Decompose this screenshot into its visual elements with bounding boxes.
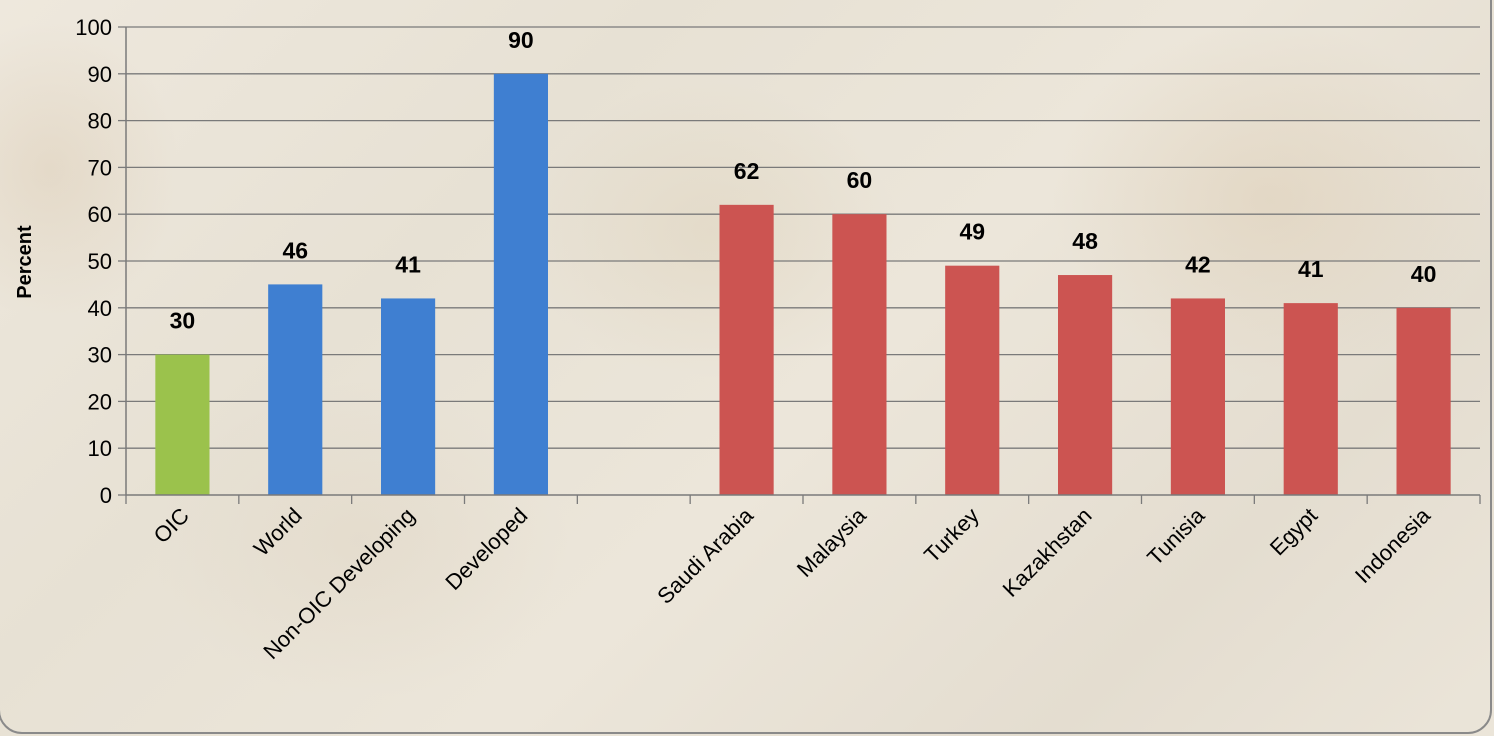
y-axis-title: Percent — [14, 225, 36, 299]
bar-oic — [155, 354, 210, 495]
data-label: 46 — [282, 237, 308, 263]
x-category-label: Kazakhstan — [998, 503, 1097, 602]
data-label: 49 — [959, 219, 985, 245]
data-label: 41 — [1298, 256, 1324, 282]
y-tick-label: 100 — [75, 15, 112, 40]
bar-malaysia — [832, 214, 887, 495]
y-tick-label: 10 — [88, 436, 112, 461]
data-label: 30 — [170, 308, 196, 334]
y-tick-label: 40 — [88, 296, 112, 321]
data-labels: 30 46 41 90 62 60 49 48 42 41 40 — [170, 27, 1437, 334]
y-tick-label: 50 — [88, 249, 112, 274]
data-label: 41 — [395, 251, 421, 277]
y-tick-label: 80 — [88, 109, 112, 134]
x-category-label: Malaysia — [792, 502, 872, 582]
x-category-label: Tunisia — [1142, 502, 1210, 570]
data-label: 40 — [1411, 261, 1437, 287]
y-tick-label: 0 — [100, 483, 112, 508]
bar-turkey — [945, 265, 1000, 495]
bar-tunisia — [1170, 298, 1225, 495]
data-label: 60 — [847, 167, 873, 193]
bar-kazakhstan — [1058, 275, 1113, 495]
bar-saudi-arabia — [719, 204, 774, 495]
y-tick-label: 90 — [88, 62, 112, 87]
data-label: 42 — [1185, 251, 1211, 277]
x-category-label: OIC — [149, 503, 194, 548]
y-tick-labels: 0 10 20 30 40 50 60 70 80 90 100 — [75, 15, 112, 508]
x-category-label: Turkey — [919, 503, 984, 568]
bar-indonesia — [1396, 307, 1451, 495]
y-tick-label: 60 — [88, 202, 112, 227]
bar-egypt — [1283, 303, 1338, 495]
bar-non-oic-developing — [381, 298, 436, 495]
y-tick-label: 30 — [88, 343, 112, 368]
y-tick-label: 20 — [88, 389, 112, 414]
bar-world — [268, 284, 323, 495]
gridlines — [126, 26, 1480, 449]
x-category-label: Egypt — [1265, 503, 1322, 560]
x-category-label: Developed — [440, 503, 532, 595]
y-tick-label: 70 — [88, 155, 112, 180]
x-category-label: Saudi Arabia — [652, 502, 758, 608]
data-label: 48 — [1072, 228, 1098, 254]
bar-developed — [493, 73, 548, 496]
data-label: 90 — [508, 27, 534, 53]
x-category-label: Indonesia — [1350, 502, 1436, 588]
axes — [118, 26, 1481, 504]
bars — [155, 73, 1451, 496]
data-label: 62 — [734, 158, 760, 184]
x-category-label: World — [249, 503, 307, 561]
